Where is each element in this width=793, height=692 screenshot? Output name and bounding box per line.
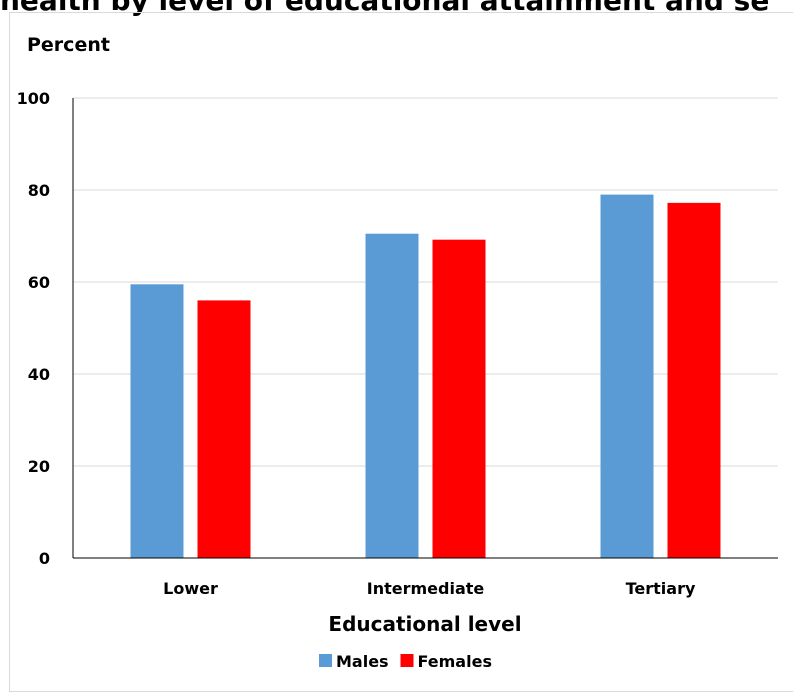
legend-swatch-females bbox=[400, 654, 414, 667]
bar-females-intermediate bbox=[432, 239, 486, 558]
x-tick-label: Lower bbox=[163, 579, 218, 598]
bars bbox=[130, 194, 721, 558]
gridlines bbox=[73, 97, 778, 467]
y-tick-label: 100 bbox=[17, 89, 50, 108]
legend-swatch-males bbox=[319, 654, 332, 667]
y-tick-label: 40 bbox=[28, 365, 50, 384]
y-tick-label: 0 bbox=[39, 549, 50, 568]
bar-males-tertiary bbox=[600, 194, 654, 558]
bar-males-lower bbox=[130, 284, 184, 558]
x-tick-label: Tertiary bbox=[626, 579, 696, 598]
y-tick-labels: 0 20 40 60 80 100 bbox=[17, 89, 50, 568]
x-tick-label: Intermediate bbox=[367, 579, 485, 598]
y-tick-label: 20 bbox=[28, 457, 50, 476]
legend-label-males: Males bbox=[336, 652, 389, 671]
bar-females-lower bbox=[197, 300, 251, 558]
y-tick-label: 60 bbox=[28, 273, 50, 292]
bar-males-intermediate bbox=[365, 233, 419, 558]
x-tick-labels: Lower Intermediate Tertiary bbox=[163, 579, 696, 598]
chart-title: health by level of educational attainmen… bbox=[0, 0, 770, 17]
x-axis-title: Educational level bbox=[328, 612, 521, 636]
bar-females-tertiary bbox=[667, 202, 721, 558]
y-tick-label: 80 bbox=[28, 181, 50, 200]
legend: Males Females bbox=[319, 652, 492, 671]
legend-label-females: Females bbox=[418, 652, 492, 671]
y-axis-label: Percent bbox=[27, 34, 110, 56]
